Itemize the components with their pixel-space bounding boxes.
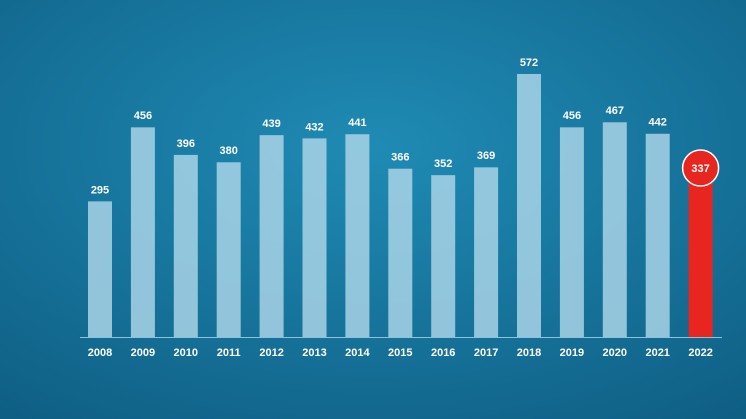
x-tick-label: 2022 (688, 347, 712, 359)
value-label: 369 (477, 150, 495, 162)
value-label: 366 (391, 152, 409, 164)
value-label: 456 (563, 110, 581, 122)
value-label: 432 (305, 121, 323, 133)
x-tick-label: 2021 (645, 347, 669, 359)
bar (302, 138, 327, 337)
bar (688, 182, 713, 337)
bar (216, 162, 241, 337)
x-tick-label: 2014 (345, 347, 370, 359)
x-tick-label: 2016 (431, 347, 455, 359)
x-tick-label: 2019 (560, 347, 584, 359)
bar (259, 135, 284, 337)
value-label: 456 (134, 110, 152, 122)
bar (517, 74, 541, 337)
bar (345, 134, 370, 337)
value-label: 572 (520, 57, 538, 69)
bar (431, 175, 456, 337)
value-label: 439 (262, 118, 280, 130)
x-tick-label: 2010 (174, 347, 198, 359)
value-label: 467 (606, 105, 624, 117)
value-label: 295 (91, 184, 109, 196)
bar (645, 133, 670, 337)
value-label: 352 (434, 158, 452, 170)
bar (559, 127, 584, 337)
value-label: 441 (348, 117, 366, 129)
bar (388, 168, 413, 337)
value-label: 442 (649, 117, 667, 129)
bar (88, 201, 112, 337)
bar (474, 167, 499, 337)
bar (173, 154, 198, 337)
x-tick-label: 2020 (603, 347, 627, 359)
bar (130, 127, 155, 337)
x-tick-label: 2012 (259, 347, 283, 359)
x-tick-label: 2009 (131, 347, 155, 359)
x-tick-label: 2011 (217, 347, 241, 359)
x-tick-label: 2018 (517, 347, 541, 359)
value-label: 380 (220, 145, 238, 157)
highlight-badge (681, 149, 720, 187)
x-tick-label: 2015 (388, 347, 412, 359)
value-label: 396 (177, 138, 195, 150)
x-tick-label: 2008 (88, 347, 112, 359)
value-label: 337 (691, 163, 709, 175)
x-tick-label: 2013 (302, 347, 326, 359)
bar (602, 122, 627, 337)
x-tick-label: 2017 (474, 347, 498, 359)
